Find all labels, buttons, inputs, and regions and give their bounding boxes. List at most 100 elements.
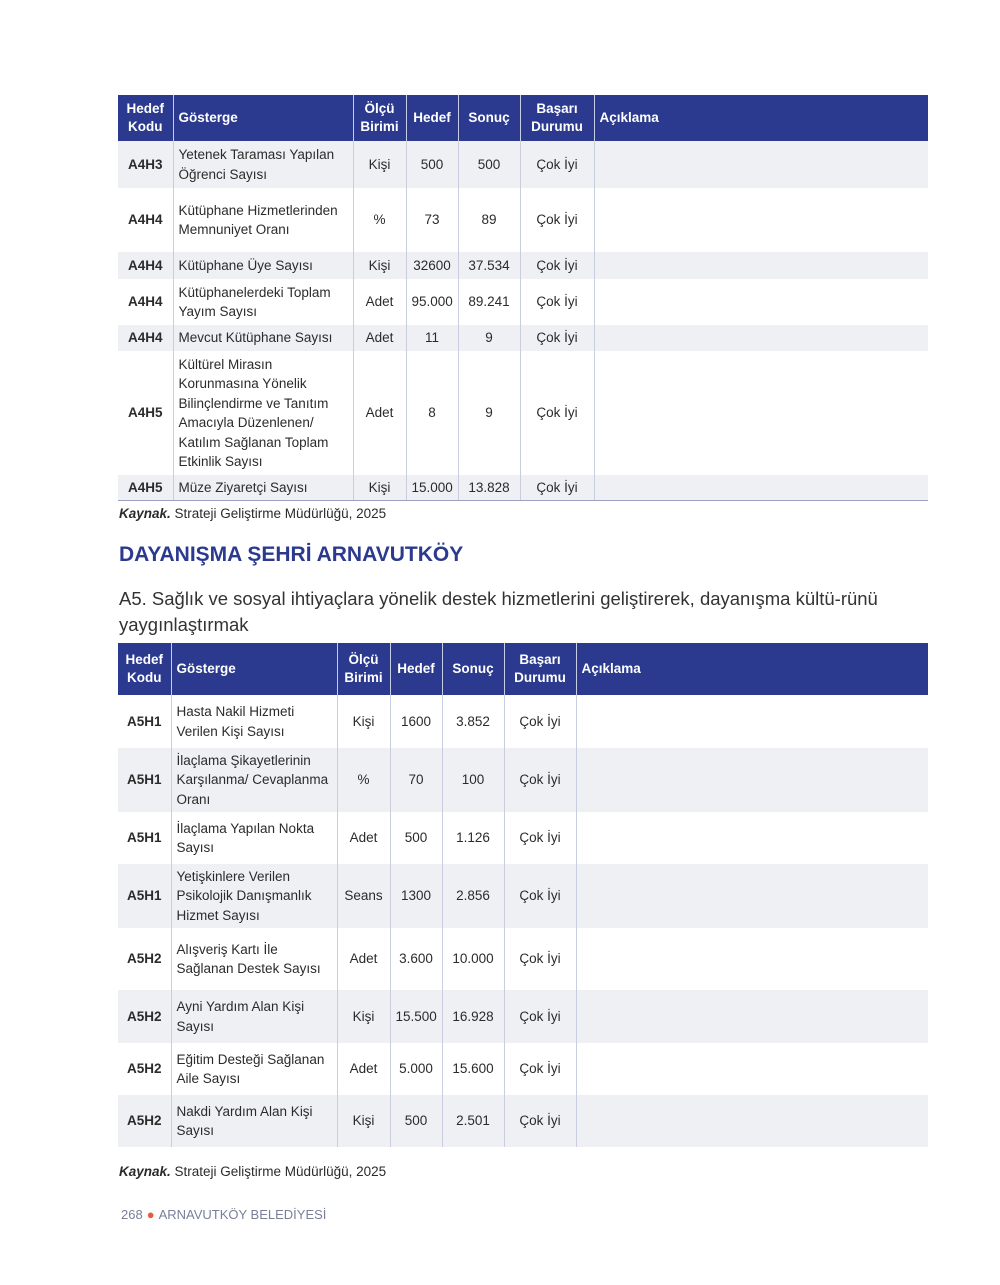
cell-indicator: İlaçlama Yapılan Nokta Sayısı — [171, 812, 338, 864]
cell-target: 500 — [390, 1095, 443, 1147]
cell-unit: Kişi — [337, 695, 391, 748]
cell-result: 500 — [458, 141, 521, 188]
cell-unit: Kişi — [353, 475, 407, 501]
header-code: Hedef Kodu — [118, 95, 174, 141]
header-indicator: Gösterge — [171, 643, 338, 695]
cell-unit: Adet — [337, 928, 391, 990]
cell-indicator: Müze Ziyaretçi Sayısı — [173, 475, 354, 501]
header-indicator: Gösterge — [173, 95, 354, 141]
cell-code: A5H1 — [118, 864, 172, 928]
table-row: A5H1 Yetişkinlere Verilen Psikolojik Danı… — [118, 864, 928, 928]
cell-target: 1300 — [390, 864, 443, 928]
cell-indicator: Ayni Yardım Alan Kişi Sayısı — [171, 990, 338, 1043]
cell-target: 11 — [406, 325, 459, 351]
indicator-table-a5: Hedef Kodu Gösterge Ölçü Birimi Hedef So… — [118, 643, 928, 1147]
table-row: A5H2 Nakdi Yardım Alan Kişi Sayısı Kişi 500… — [118, 1095, 928, 1147]
header-result: Sonuç — [458, 95, 521, 141]
header-note: Açıklama — [594, 95, 928, 141]
cell-indicator: Yetenek Taraması Yapılan Öğrenci Sayısı — [173, 141, 354, 188]
cell-result: 1.126 — [442, 812, 505, 864]
cell-note — [576, 1043, 928, 1095]
cell-status: Çok İyi — [520, 475, 595, 501]
footer-org: ARNAVUTKÖY BELEDİYESİ — [158, 1207, 327, 1222]
cell-target: 95.000 — [406, 279, 459, 325]
cell-target: 32600 — [406, 252, 459, 279]
cell-indicator: Eğitim Desteği Sağlanan Aile Sayısı — [171, 1043, 338, 1095]
table-row: A4H5 Kültürel Mirasın Korunmasına Yönelik… — [118, 351, 928, 475]
cell-note — [594, 325, 928, 351]
table-row: A4H5 Müze Ziyaretçi Sayısı Kişi 15.000 13.82… — [118, 475, 928, 501]
cell-target: 500 — [390, 812, 443, 864]
cell-result: 13.828 — [458, 475, 521, 501]
cell-indicator: Kütüphane Üye Sayısı — [173, 252, 354, 279]
table-row: A4H4 Kütüphane Hizmetlerinden Memnuniyet … — [118, 188, 928, 252]
cell-status: Çok İyi — [520, 325, 595, 351]
cell-target: 15.500 — [390, 990, 443, 1043]
cell-unit: Kişi — [353, 141, 407, 188]
cell-note — [576, 695, 928, 748]
cell-unit: Adet — [353, 351, 407, 475]
cell-code: A5H1 — [118, 748, 172, 812]
cell-indicator: Kütüphanelerdeki Toplam Yayım Sayısı — [173, 279, 354, 325]
cell-result: 37.534 — [458, 252, 521, 279]
cell-unit: % — [353, 188, 407, 252]
cell-result: 2.501 — [442, 1095, 505, 1147]
cell-code: A5H2 — [118, 990, 172, 1043]
cell-result: 100 — [442, 748, 505, 812]
cell-status: Çok İyi — [504, 864, 577, 928]
cell-indicator: Yetişkinlere Verilen Psikolojik Danışman… — [171, 864, 338, 928]
cell-indicator: Mevcut Kütüphane Sayısı — [173, 325, 354, 351]
table-row: A4H4 Kütüphanelerdeki Toplam Yayım Sayısı… — [118, 279, 928, 325]
header-note: Açıklama — [576, 643, 928, 695]
cell-code: A5H2 — [118, 928, 172, 990]
cell-target: 500 — [406, 141, 459, 188]
header-target: Hedef — [406, 95, 459, 141]
header-result: Sonuç — [442, 643, 505, 695]
cell-note — [594, 188, 928, 252]
cell-status: Çok İyi — [520, 141, 595, 188]
cell-target: 1600 — [390, 695, 443, 748]
cell-result: 89 — [458, 188, 521, 252]
cell-note — [576, 864, 928, 928]
table-row: A4H4 Kütüphane Üye Sayısı Kişi 32600 37.534 Ç… — [118, 252, 928, 279]
cell-unit: Adet — [353, 325, 407, 351]
cell-code: A5H2 — [118, 1043, 172, 1095]
table-header: Hedef Kodu Gösterge Ölçü Birimi Hedef So… — [118, 95, 928, 141]
cell-code: A5H2 — [118, 1095, 172, 1147]
cell-target: 70 — [390, 748, 443, 812]
source-note: Kaynak. Strateji Geliştirme Müdürlüğü, 2… — [119, 506, 386, 521]
cell-note — [576, 1095, 928, 1147]
cell-result: 89.241 — [458, 279, 521, 325]
cell-unit: Adet — [353, 279, 407, 325]
cell-target: 73 — [406, 188, 459, 252]
cell-code: A5H1 — [118, 695, 172, 748]
source-text: Strateji Geliştirme Müdürlüğü, 2025 — [170, 506, 387, 521]
goal-text: A5. Sağlık ve sosyal ihtiyaçlara yönelik… — [119, 588, 878, 635]
cell-status: Çok İyi — [520, 188, 595, 252]
cell-note — [594, 141, 928, 188]
cell-indicator: Alışveriş Kartı İle Sağlanan Destek Sayı… — [171, 928, 338, 990]
cell-unit: Seans — [337, 864, 391, 928]
page-footer: 268 ● ARNAVUTKÖY BELEDİYESİ — [121, 1207, 326, 1222]
cell-code: A4H4 — [118, 325, 174, 351]
cell-indicator: Kütüphane Hizmetlerinden Memnuniyet Oran… — [173, 188, 354, 252]
cell-target: 8 — [406, 351, 459, 475]
cell-indicator: Nakdi Yardım Alan Kişi Sayısı — [171, 1095, 338, 1147]
cell-status: Çok İyi — [504, 928, 577, 990]
cell-code: A4H5 — [118, 351, 174, 475]
cell-note — [594, 279, 928, 325]
cell-result: 9 — [458, 325, 521, 351]
cell-result: 10.000 — [442, 928, 505, 990]
cell-status: Çok İyi — [520, 252, 595, 279]
source-label: Kaynak. — [119, 506, 171, 521]
header-status: Başarı Durumu — [504, 643, 577, 695]
cell-result: 3.852 — [442, 695, 505, 748]
table-row: A5H2 Eğitim Desteği Sağlanan Aile Sayısı A… — [118, 1043, 928, 1095]
table-row: A5H2 Alışveriş Kartı İle Sağlanan Destek … — [118, 928, 928, 990]
cell-indicator: Hasta Nakil Hizmeti Verilen Kişi Sayısı — [171, 695, 338, 748]
source-note: Kaynak. Strateji Geliştirme Müdürlüğü, 2… — [119, 1164, 386, 1179]
cell-code: A4H3 — [118, 141, 174, 188]
header-target: Hedef — [390, 643, 443, 695]
cell-target: 3.600 — [390, 928, 443, 990]
header-unit: Ölçü Birimi — [353, 95, 407, 141]
